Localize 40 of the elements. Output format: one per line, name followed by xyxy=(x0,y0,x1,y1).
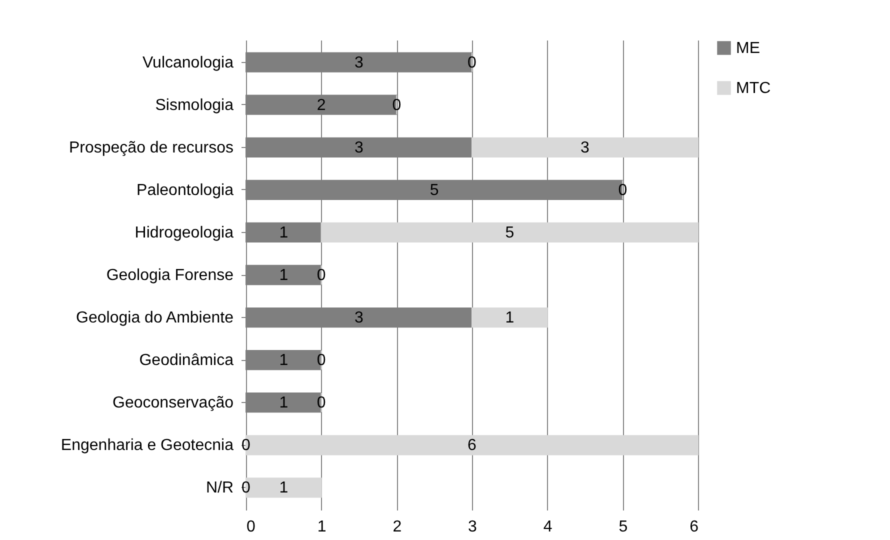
data-label: 1 xyxy=(505,310,514,327)
x-tick-label: 6 xyxy=(690,518,699,536)
legend-label: ME xyxy=(736,40,760,57)
data-label: 1 xyxy=(279,267,288,284)
data-label: 0 xyxy=(468,54,477,72)
y-tick-label: Sismologia xyxy=(155,96,234,114)
data-label: 0 xyxy=(242,437,251,454)
data-label: 0 xyxy=(316,352,326,370)
data-label: 3 xyxy=(354,310,364,327)
data-label: 3 xyxy=(354,54,364,72)
data-label: 5 xyxy=(505,224,514,242)
data-label: 3 xyxy=(580,139,590,156)
data-label: 6 xyxy=(468,437,477,454)
y-tick-label: Vulcanologia xyxy=(142,54,234,72)
data-label: 1 xyxy=(279,480,288,497)
data-label: 5 xyxy=(430,182,439,199)
y-tick-label: N/R xyxy=(206,480,234,497)
data-label: 0 xyxy=(242,480,251,497)
y-tick-label: Geodinâmica xyxy=(139,352,234,370)
data-label: 0 xyxy=(316,394,326,412)
x-tick-label: 1 xyxy=(317,518,326,536)
data-label: 1 xyxy=(279,394,288,412)
y-tick-label: Hidrogeologia xyxy=(134,224,234,242)
y-tick-label: Geologia Forense xyxy=(106,267,234,284)
x-tick-label: 4 xyxy=(543,518,552,536)
y-tick-label: Geologia do Ambiente xyxy=(76,310,234,327)
data-label: 1 xyxy=(279,352,288,370)
legend-label: MTC xyxy=(736,80,771,97)
data-label: 0 xyxy=(316,267,326,284)
x-tick-label: 5 xyxy=(618,518,628,536)
data-label: 3 xyxy=(354,139,364,156)
y-tick-label: Geoconservação xyxy=(112,394,234,412)
y-tick-label: Engenharia e Geotecnia xyxy=(60,437,234,454)
data-label: 1 xyxy=(279,224,288,242)
y-tick-label: Paleontologia xyxy=(136,182,234,199)
x-tick-label: 2 xyxy=(392,518,402,536)
y-tick-label: Prospeção de recursos xyxy=(68,139,234,156)
x-tick-label: 0 xyxy=(246,518,256,536)
x-tick-label: 3 xyxy=(468,518,478,536)
data-label: 2 xyxy=(316,96,326,114)
